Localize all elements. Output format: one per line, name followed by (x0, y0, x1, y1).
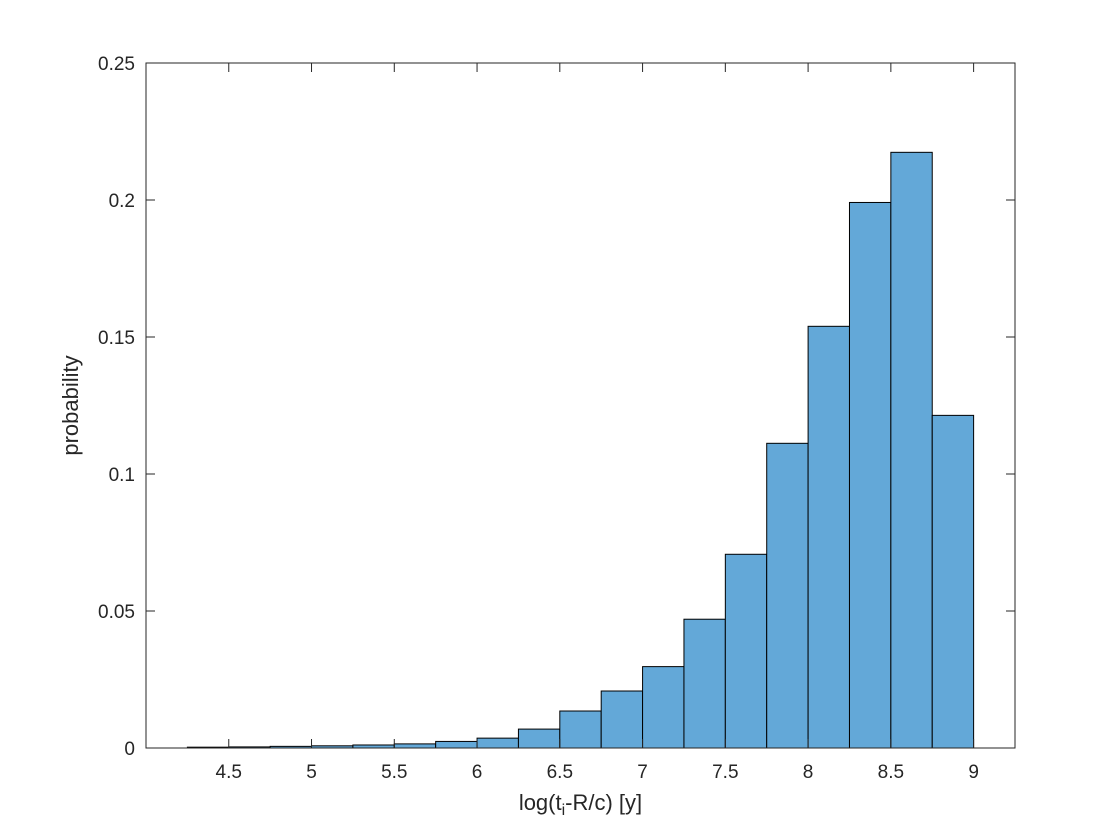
x-tick-label: 7.5 (712, 762, 738, 783)
x-axis-ticks: 4.5 5 5.5 6 6.5 7 7.5 8 8.5 9 (216, 63, 979, 783)
histogram-bar (393, 743, 437, 749)
histogram-bar (683, 618, 726, 749)
y-tick-label: 0.05 (98, 602, 135, 623)
x-axis-label-main: log(t (519, 790, 562, 815)
x-axis-label: log(ti-R/c) [y] (519, 790, 642, 819)
x-tick-label: 4.5 (216, 762, 242, 783)
histogram-bar (766, 442, 809, 749)
y-axis-ticks: 0 0.05 0.1 0.15 0.2 0.25 (98, 54, 1015, 760)
histogram-bar (724, 553, 768, 749)
histogram-bars (186, 151, 975, 749)
histogram-bar (435, 740, 478, 749)
histogram-bar (807, 325, 850, 749)
histogram-bar (642, 666, 685, 749)
x-tick-label: 5 (306, 762, 317, 783)
y-tick-label: 0.15 (98, 328, 135, 349)
histogram-bar (600, 690, 644, 749)
x-tick-label: 8.5 (878, 762, 904, 783)
x-tick-label: 8 (803, 762, 814, 783)
x-tick-label: 7 (637, 762, 648, 783)
histogram-bar (559, 710, 602, 749)
x-tick-label: 9 (968, 762, 979, 783)
y-tick-label: 0 (124, 739, 135, 760)
x-tick-label: 6.5 (547, 762, 573, 783)
x-axis-label-subscript: i (562, 802, 566, 819)
histogram-bar (476, 737, 519, 749)
y-tick-label: 0.2 (109, 191, 135, 212)
histogram-bar (517, 728, 561, 749)
histogram-bar (890, 151, 933, 749)
histogram-bar (931, 414, 975, 749)
y-tick-label: 0.25 (98, 54, 135, 75)
y-tick-label: 0.1 (109, 465, 135, 486)
y-axis-label: probability (58, 355, 83, 455)
axes-frame (145, 62, 1016, 749)
x-tick-label: 5.5 (381, 762, 407, 783)
x-tick-label: 6 (472, 762, 483, 783)
histogram-bar (848, 201, 892, 749)
x-axis-label-rest: -R/c) [y] (565, 790, 642, 815)
